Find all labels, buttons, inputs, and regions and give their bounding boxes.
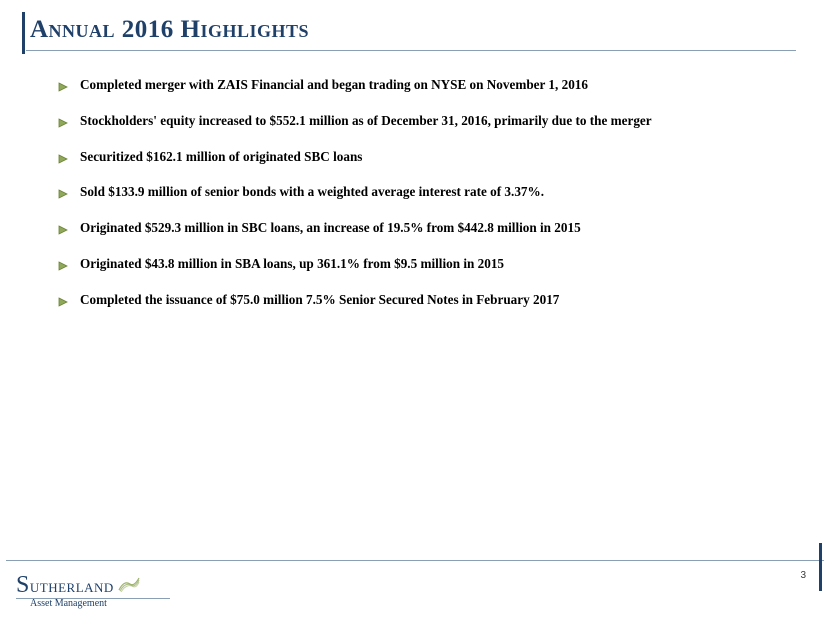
triangle-bullet-icon xyxy=(58,151,68,161)
bullet-text: Originated $529.3 million in SBC loans, … xyxy=(80,219,581,237)
bullet-item: Completed merger with ZAIS Financial and… xyxy=(58,76,798,94)
logo-first-letter: S xyxy=(16,573,30,597)
bullet-item: Sold $133.9 million of senior bonds with… xyxy=(58,183,798,201)
bullet-list: Completed merger with ZAIS Financial and… xyxy=(58,76,798,327)
footer-divider-wrap xyxy=(6,560,824,561)
logo-rest: utherland xyxy=(30,577,114,596)
triangle-bullet-icon xyxy=(58,222,68,232)
slide: Annual 2016 Highlights Completed merger … xyxy=(0,0,830,623)
company-logo: Sutherland Asset Management xyxy=(16,573,170,609)
page-number: 3 xyxy=(800,570,806,581)
title-accent-bar xyxy=(22,12,25,54)
bullet-text: Originated $43.8 million in SBA loans, u… xyxy=(80,255,504,273)
title-divider xyxy=(26,50,796,51)
bullet-item: Completed the issuance of $75.0 million … xyxy=(58,291,798,309)
bullet-text: Completed merger with ZAIS Financial and… xyxy=(80,76,588,94)
triangle-bullet-icon xyxy=(58,258,68,268)
logo-subtitle: Asset Management xyxy=(16,598,170,609)
bullet-item: Originated $43.8 million in SBA loans, u… xyxy=(58,255,798,273)
footer-divider xyxy=(6,560,824,561)
triangle-bullet-icon xyxy=(58,186,68,196)
bullet-item: Stockholders' equity increased to $552.1… xyxy=(58,112,798,130)
logo-swoosh-icon xyxy=(118,576,140,596)
bullet-item: Securitized $162.1 million of originated… xyxy=(58,148,798,166)
logo-name: Sutherland xyxy=(16,573,170,597)
triangle-bullet-icon xyxy=(58,294,68,304)
triangle-bullet-icon xyxy=(58,79,68,89)
triangle-bullet-icon xyxy=(58,115,68,125)
bullet-text: Sold $133.9 million of senior bonds with… xyxy=(80,183,544,201)
bullet-text: Completed the issuance of $75.0 million … xyxy=(80,291,559,309)
footer-accent-bar xyxy=(819,543,822,591)
bullet-text: Stockholders' equity increased to $552.1… xyxy=(80,112,652,130)
title-region: Annual 2016 Highlights xyxy=(26,16,806,51)
bullet-item: Originated $529.3 million in SBC loans, … xyxy=(58,219,798,237)
page-title: Annual 2016 Highlights xyxy=(26,16,806,44)
bullet-text: Securitized $162.1 million of originated… xyxy=(80,148,362,166)
